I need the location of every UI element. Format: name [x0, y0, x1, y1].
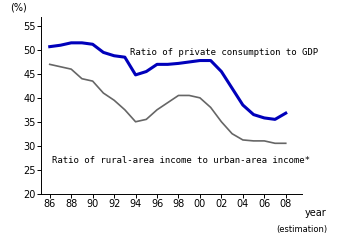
Text: year: year [305, 208, 326, 218]
Text: Ratio of private consumption to GDP: Ratio of private consumption to GDP [130, 48, 318, 57]
Text: (estimation): (estimation) [276, 225, 328, 234]
Text: (%): (%) [10, 3, 27, 13]
Text: Ratio of rural-area income to urban-area income*: Ratio of rural-area income to urban-area… [52, 156, 310, 164]
